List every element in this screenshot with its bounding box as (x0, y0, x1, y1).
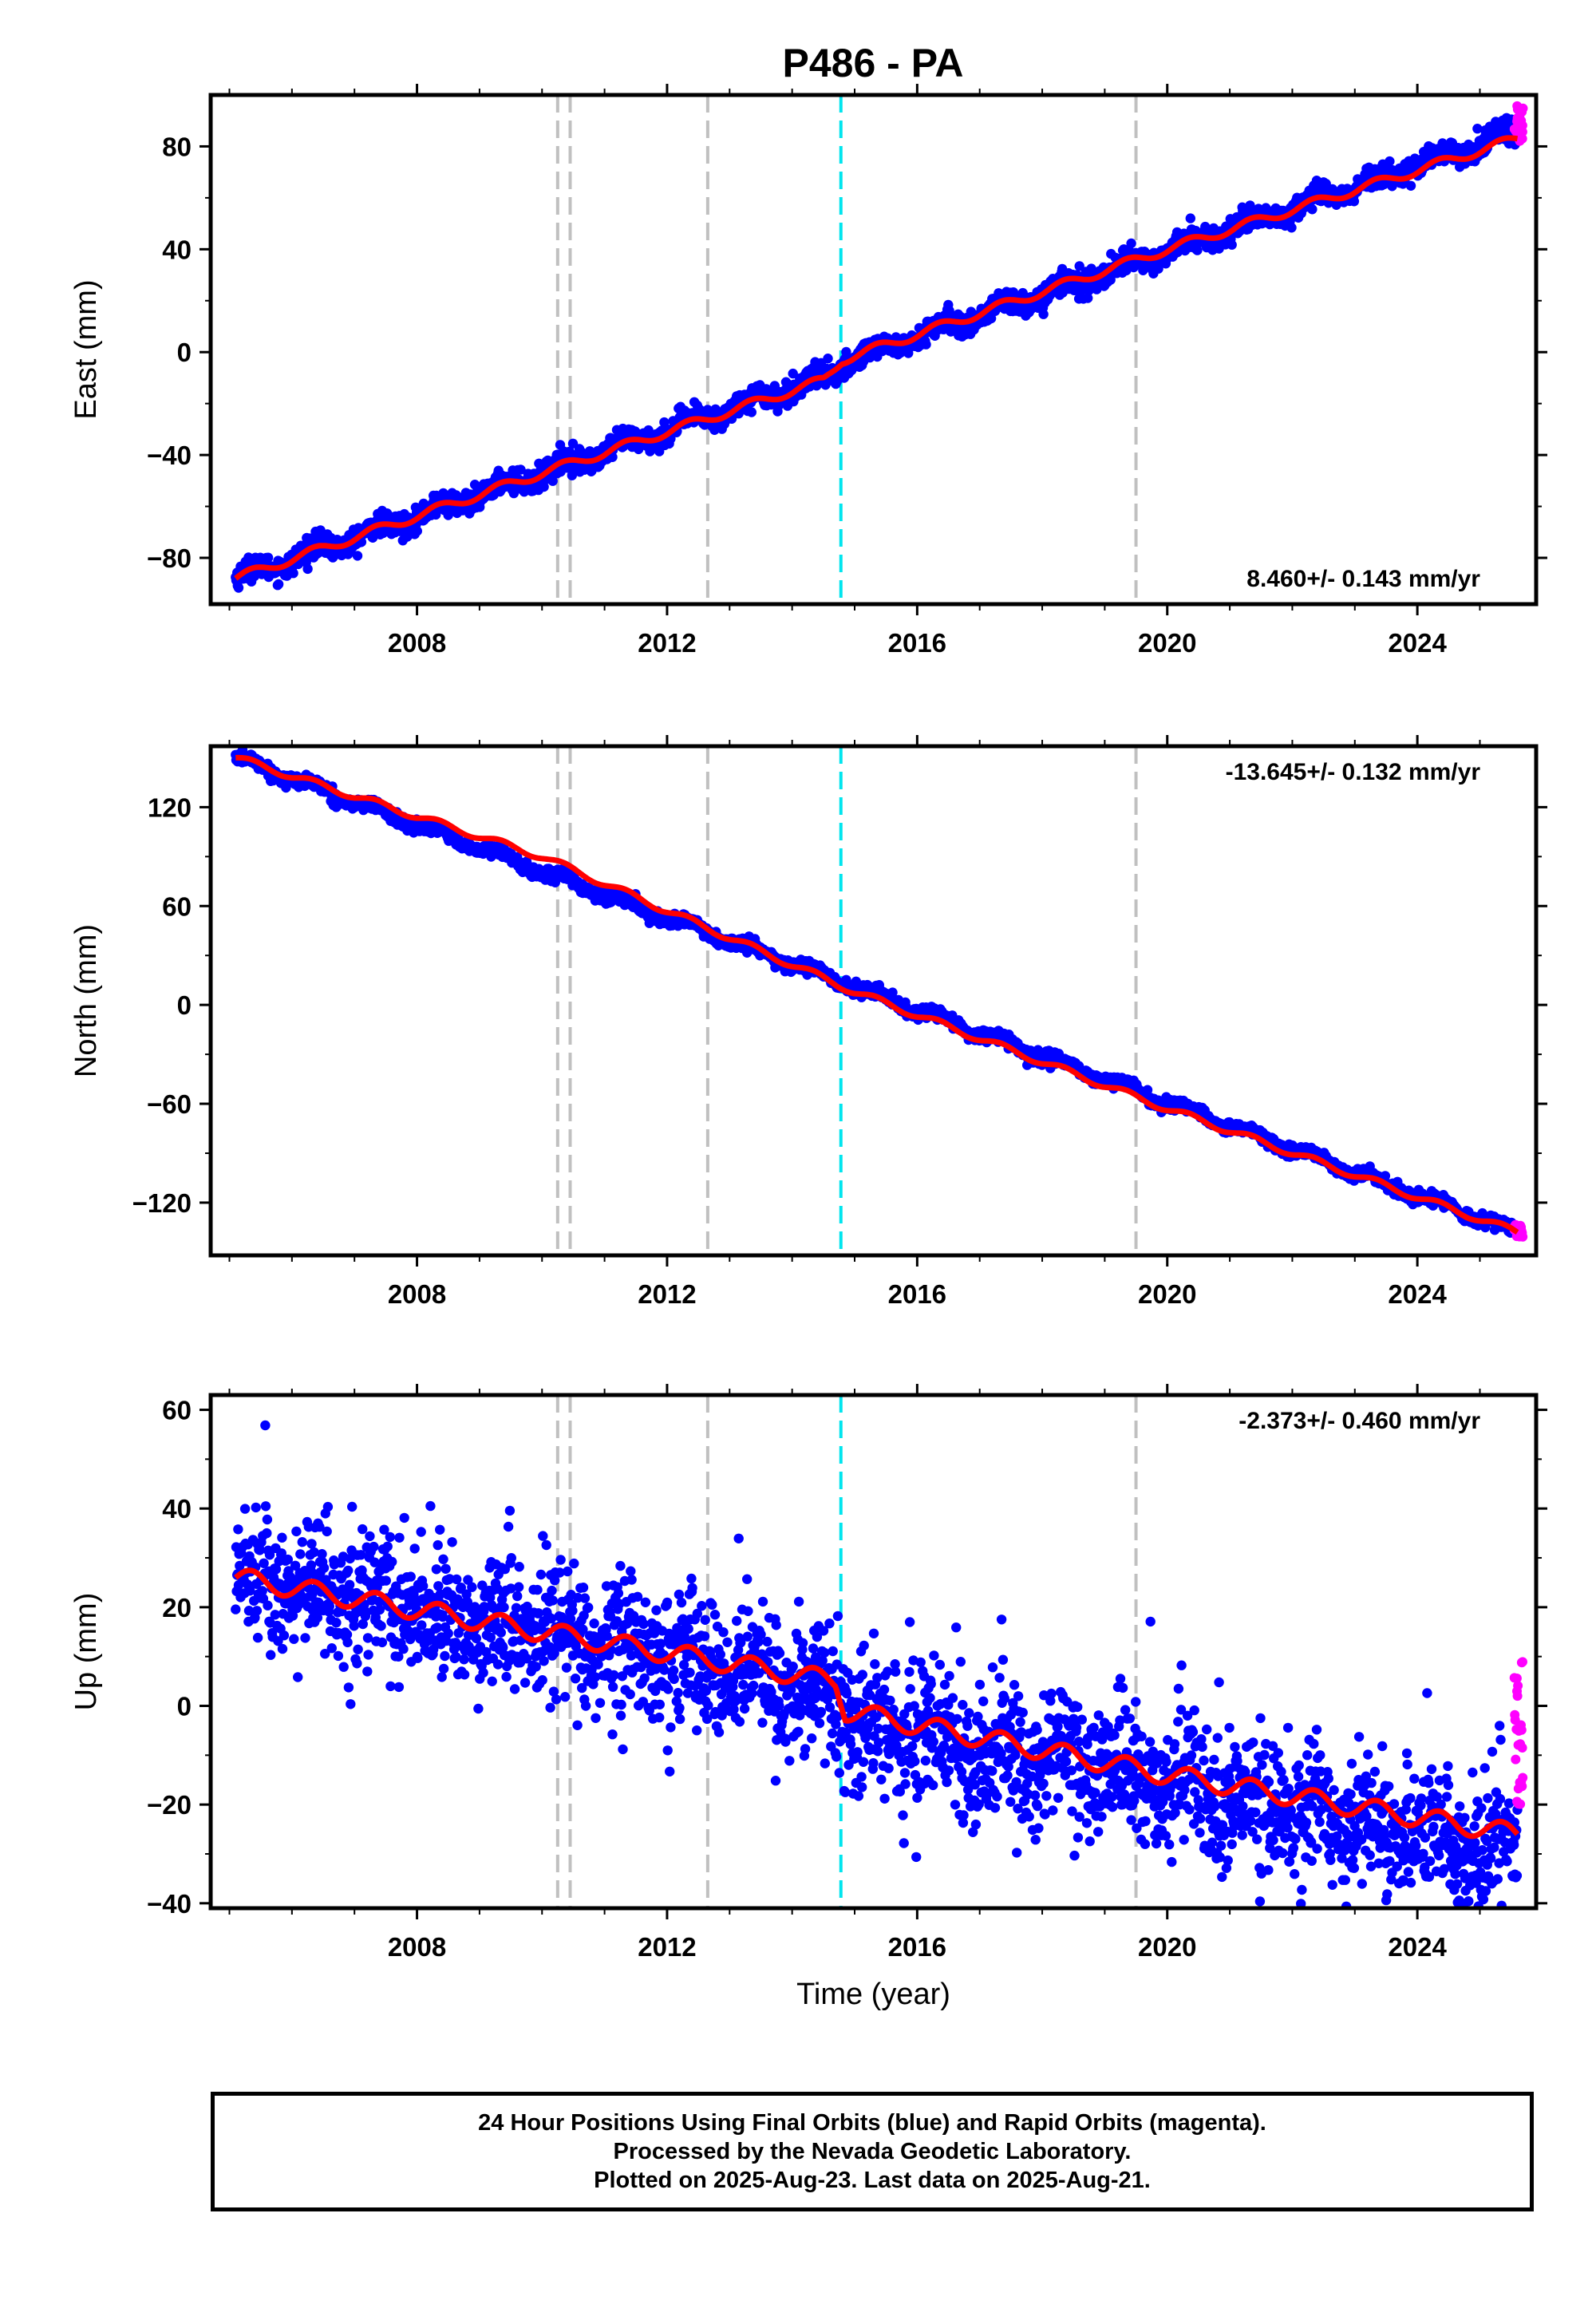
data-point (607, 452, 618, 462)
x-tick-label: 2020 (1138, 628, 1196, 658)
data-point (1307, 204, 1317, 215)
y-tick-label: 80 (162, 132, 192, 161)
y-tick-label: 0 (177, 338, 192, 367)
data-point (1192, 245, 1203, 255)
x-tick-label: 2012 (638, 628, 696, 658)
data-point (1083, 293, 1093, 303)
data-point (273, 579, 284, 590)
data-point (788, 368, 798, 379)
data-point (1245, 200, 1255, 211)
data-point (841, 346, 851, 358)
rapid-point (1517, 133, 1527, 144)
rate-annotation: 8.460+/- 0.143 mm/yr (1246, 566, 1480, 592)
data-point (823, 354, 833, 364)
data-point (1472, 124, 1483, 134)
y-tick-label: 40 (162, 235, 192, 264)
data-point (233, 583, 244, 593)
data-point (352, 551, 363, 561)
model-fit-line (234, 135, 1519, 581)
data-point (1074, 261, 1084, 271)
data-point (263, 552, 274, 563)
panels: −80 −40 0 40 80 2008 2012 2016 2020 2024 East (mm)… (69, 84, 1547, 2011)
data-point (1227, 239, 1237, 250)
data-point (1126, 238, 1136, 249)
rapid-point (1511, 126, 1521, 136)
panel-east: −80 −40 0 40 80 2008 2012 2016 2020 2024 East (mm)… (69, 84, 1547, 658)
data-point (1286, 223, 1297, 233)
y-tick-label: −40 (147, 441, 192, 470)
data-point (1153, 263, 1163, 274)
data-point (1185, 213, 1196, 223)
rapid-point (1516, 116, 1527, 126)
data-point (1405, 180, 1416, 191)
figure-title: P486 - PA (783, 41, 964, 85)
data-point (539, 481, 549, 492)
data-point (288, 568, 298, 579)
data-point (746, 407, 757, 417)
data-point (921, 339, 931, 350)
x-tick-label: 2024 (1388, 628, 1447, 658)
final-orbit-points (231, 113, 1523, 593)
y-tick-label: −80 (147, 543, 192, 573)
x-tick-label: 2016 (888, 628, 946, 658)
data-point (1349, 196, 1360, 207)
data-point (547, 476, 558, 486)
x-tick-label: 2008 (388, 628, 446, 658)
data-point (1385, 156, 1395, 167)
data-point (302, 563, 313, 575)
data-point (1038, 309, 1049, 319)
data-point (412, 526, 422, 536)
plot-frame (208, 93, 1539, 607)
y-axis-label: East (mm) (69, 279, 103, 419)
data-point (516, 464, 526, 475)
data-point (1121, 265, 1132, 276)
rapid-point (1512, 105, 1523, 115)
